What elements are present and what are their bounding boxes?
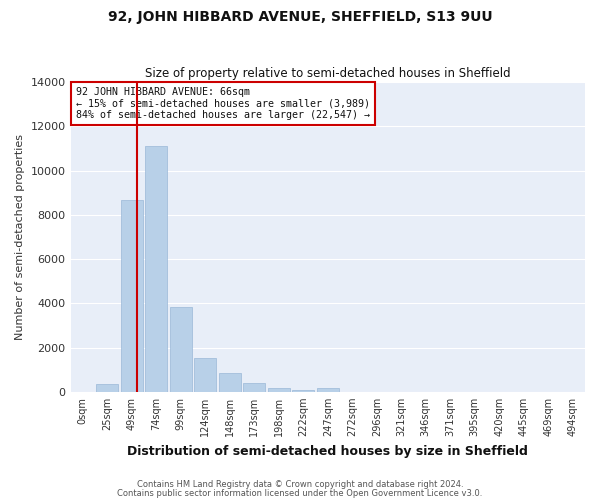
Bar (170, 306, 192, 392)
Bar (292, 390, 314, 392)
Bar (96, 384, 118, 392)
Bar (317, 388, 339, 392)
Text: Contains HM Land Registry data © Crown copyright and database right 2024.: Contains HM Land Registry data © Crown c… (137, 480, 463, 489)
Bar (194, 358, 217, 392)
Text: 92 JOHN HIBBARD AVENUE: 66sqm
← 15% of semi-detached houses are smaller (3,989)
: 92 JOHN HIBBARD AVENUE: 66sqm ← 15% of s… (76, 86, 370, 120)
Bar (121, 200, 143, 392)
Bar (268, 388, 290, 392)
Text: Contains public sector information licensed under the Open Government Licence v3: Contains public sector information licen… (118, 488, 482, 498)
Bar (219, 372, 241, 392)
Bar (243, 383, 265, 392)
Text: 92, JOHN HIBBARD AVENUE, SHEFFIELD, S13 9UU: 92, JOHN HIBBARD AVENUE, SHEFFIELD, S13 … (107, 10, 493, 24)
X-axis label: Distribution of semi-detached houses by size in Sheffield: Distribution of semi-detached houses by … (127, 444, 528, 458)
Y-axis label: Number of semi-detached properties: Number of semi-detached properties (15, 134, 25, 340)
Title: Size of property relative to semi-detached houses in Sheffield: Size of property relative to semi-detach… (145, 66, 511, 80)
Bar (145, 146, 167, 392)
